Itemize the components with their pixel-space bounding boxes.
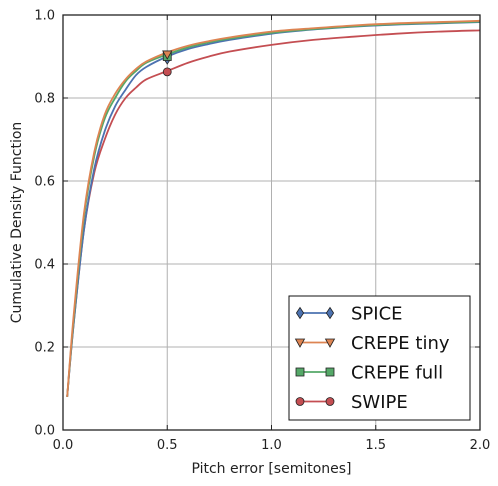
legend-marker-swipe: [325, 397, 335, 406]
legend-marker-spice: [325, 306, 335, 320]
x-tick-label: 2.0: [470, 438, 491, 453]
legend-marker-swipe: [295, 397, 305, 406]
crepe-tiny-marker: [162, 50, 173, 60]
x-axis-title: Pitch error [semitones]: [191, 461, 351, 477]
x-tick-label: 0.0: [53, 438, 74, 453]
legend-box: [288, 295, 471, 421]
legend-label-crepe-full: CREPE full: [351, 363, 443, 384]
legend-label-spice: SPICE: [351, 304, 403, 325]
legend-marker-crepe-full: [295, 367, 305, 377]
axis-ticks: 0.0 0.5 1.0 1.5 2.0 0.0 0.2 0.4 0.6 0.8 1.0: [34, 9, 490, 454]
y-axis-title: Cumulative Density Function: [9, 122, 25, 324]
y-tick-label: 0.8: [34, 92, 55, 107]
legend-marker-crepe-tiny: [294, 338, 306, 348]
swipe-marker: [162, 67, 172, 77]
x-tick-label: 1.5: [365, 438, 386, 453]
legend-marker-crepe-tiny: [324, 338, 336, 348]
legend-label-crepe-tiny: CREPE tiny: [351, 333, 450, 354]
x-tick-label: 0.5: [157, 438, 178, 453]
legend: SPICE CREPE tiny CREPE full SWIPE: [288, 295, 471, 421]
y-tick-label: 1.0: [34, 9, 55, 24]
y-tick-label: 0.4: [34, 258, 55, 273]
legend-marker-crepe-full: [325, 367, 335, 377]
y-tick-label: 0.6: [34, 175, 55, 190]
x-tick-label: 1.0: [261, 438, 282, 453]
legend-marker-spice: [295, 306, 305, 320]
legend-label-swipe: SWIPE: [351, 392, 408, 413]
y-tick-label: 0.0: [34, 424, 55, 439]
y-tick-label: 0.2: [34, 341, 55, 356]
series-markers: [162, 50, 173, 77]
